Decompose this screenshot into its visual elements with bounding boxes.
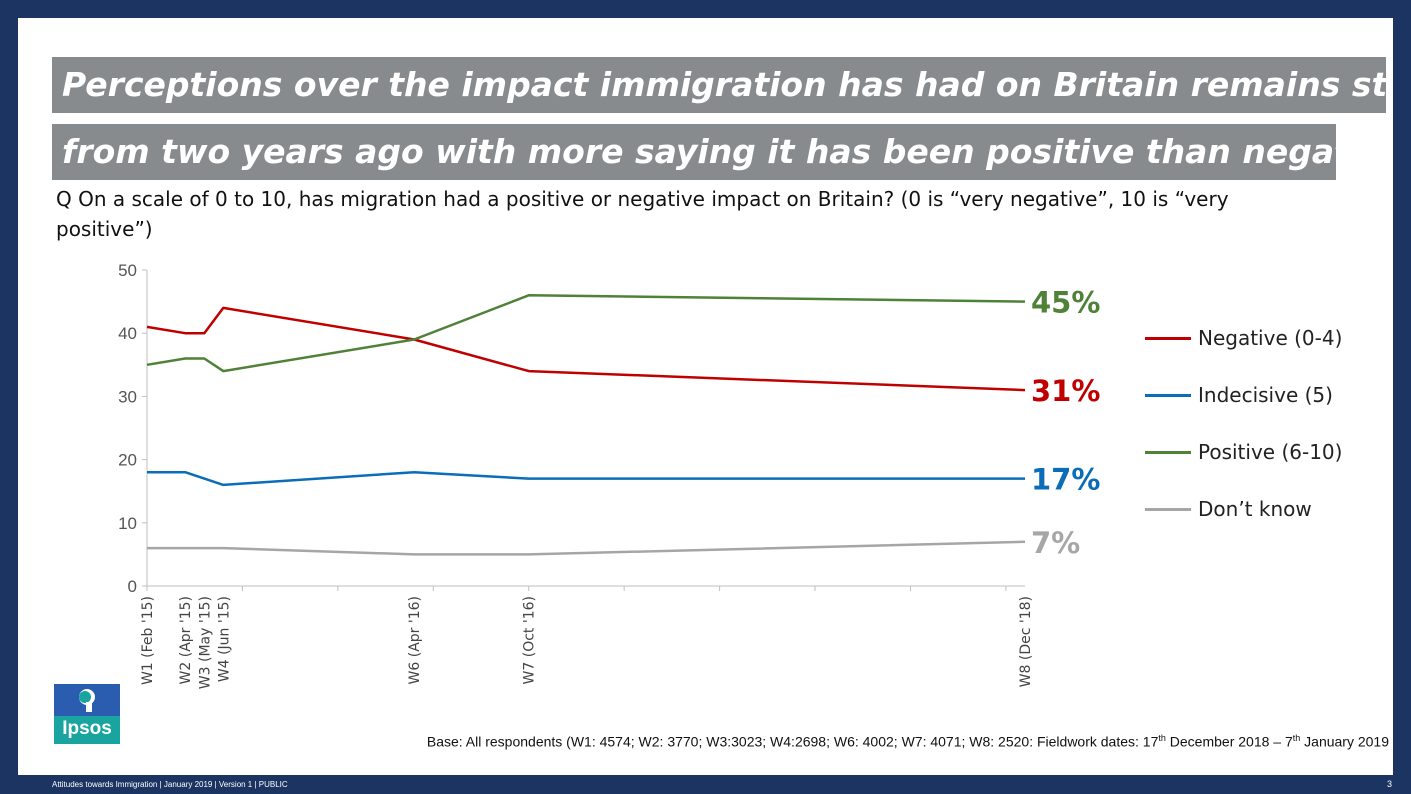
legend-item-indecisive: Indecisive (5): [1143, 380, 1373, 410]
series-lines: [146, 294, 1026, 556]
x-tick-label: W2 (Apr '15): [178, 596, 194, 684]
footer-text: Attitudes towards Immigration | January …: [52, 780, 288, 789]
x-tick-label: W3 (May '15): [197, 596, 213, 689]
y-tick-label: 0: [128, 577, 137, 596]
legend-label-dont-know: Don’t know: [1198, 497, 1312, 521]
logo-text: Ipsos: [62, 718, 112, 739]
base-note: Base: All respondents (W1: 4574; W2: 377…: [427, 733, 1389, 750]
y-tick-label: 50: [118, 261, 137, 280]
y-tick-label: 20: [118, 451, 137, 470]
ipsos-head-icon: [54, 684, 120, 716]
line-chart: 0 10 20 30 40 50 W1 (Feb '15) W2 (Apr '15) W3 (…: [118, 261, 1100, 689]
page-number: 3: [1387, 779, 1393, 789]
x-tick-label: W6 (Apr '16): [407, 596, 423, 684]
legend-label-negative: Negative (0-4): [1198, 326, 1343, 350]
y-tick-label: 30: [118, 387, 137, 406]
legend-swatch-positive: [1145, 451, 1191, 454]
legend-label-positive: Positive (6-10): [1198, 440, 1343, 464]
x-tick-label: W1 (Feb '15): [140, 596, 156, 685]
base-note-part2: December 2018 – 7: [1165, 733, 1293, 750]
ipsos-logo: Ipsos: [54, 684, 120, 744]
x-tick-label: W7 (Oct '16): [522, 596, 538, 684]
x-axis: W1 (Feb '15) W2 (Apr '15) W3 (May '15) W4 (…: [140, 585, 1034, 689]
series-line: [147, 470, 1025, 487]
end-value-label: 45%: [1031, 286, 1100, 320]
end-value-label: 7%: [1031, 526, 1080, 560]
end-value-label: 31%: [1031, 374, 1100, 408]
series-line: [146, 306, 1026, 392]
y-tick-label: 40: [118, 324, 137, 343]
legend-item-dont-know: Don’t know: [1143, 494, 1373, 524]
legend-label-indecisive: Indecisive (5): [1198, 383, 1333, 407]
base-note-part1: Base: All respondents (W1: 4574; W2: 377…: [426, 733, 1159, 750]
series-line: [147, 540, 1026, 556]
y-tick-label: 10: [118, 514, 137, 533]
legend-swatch-dont-know: [1145, 508, 1191, 511]
title-line-1: Perceptions over the impact immigration …: [52, 57, 1386, 113]
legend-swatch-indecisive: [1145, 394, 1191, 397]
legend-item-negative: Negative (0-4): [1143, 323, 1373, 353]
base-note-part3: January 2019: [1300, 733, 1389, 750]
base-note-sup1: th: [1158, 733, 1166, 743]
legend-item-positive: Positive (6-10): [1143, 437, 1373, 467]
end-labels: 31% 17% 45% 7%: [1031, 286, 1100, 560]
slide: Perceptions over the impact immigration …: [18, 18, 1393, 775]
base-note-sup2: th: [1292, 733, 1301, 743]
x-tick-label: W4 (Jun '15): [216, 596, 232, 682]
series-line: [146, 294, 1026, 373]
question-text: Q On a scale of 0 to 10, has migration h…: [56, 187, 1229, 241]
x-tick-label: W8 (Dec '18): [1018, 596, 1034, 687]
y-axis: 0 10 20 30 40 50: [118, 261, 148, 596]
legend-swatch-negative: [1145, 337, 1191, 340]
title-line-2: from two years ago with more saying it h…: [52, 124, 1336, 180]
end-value-label: 17%: [1031, 463, 1100, 497]
